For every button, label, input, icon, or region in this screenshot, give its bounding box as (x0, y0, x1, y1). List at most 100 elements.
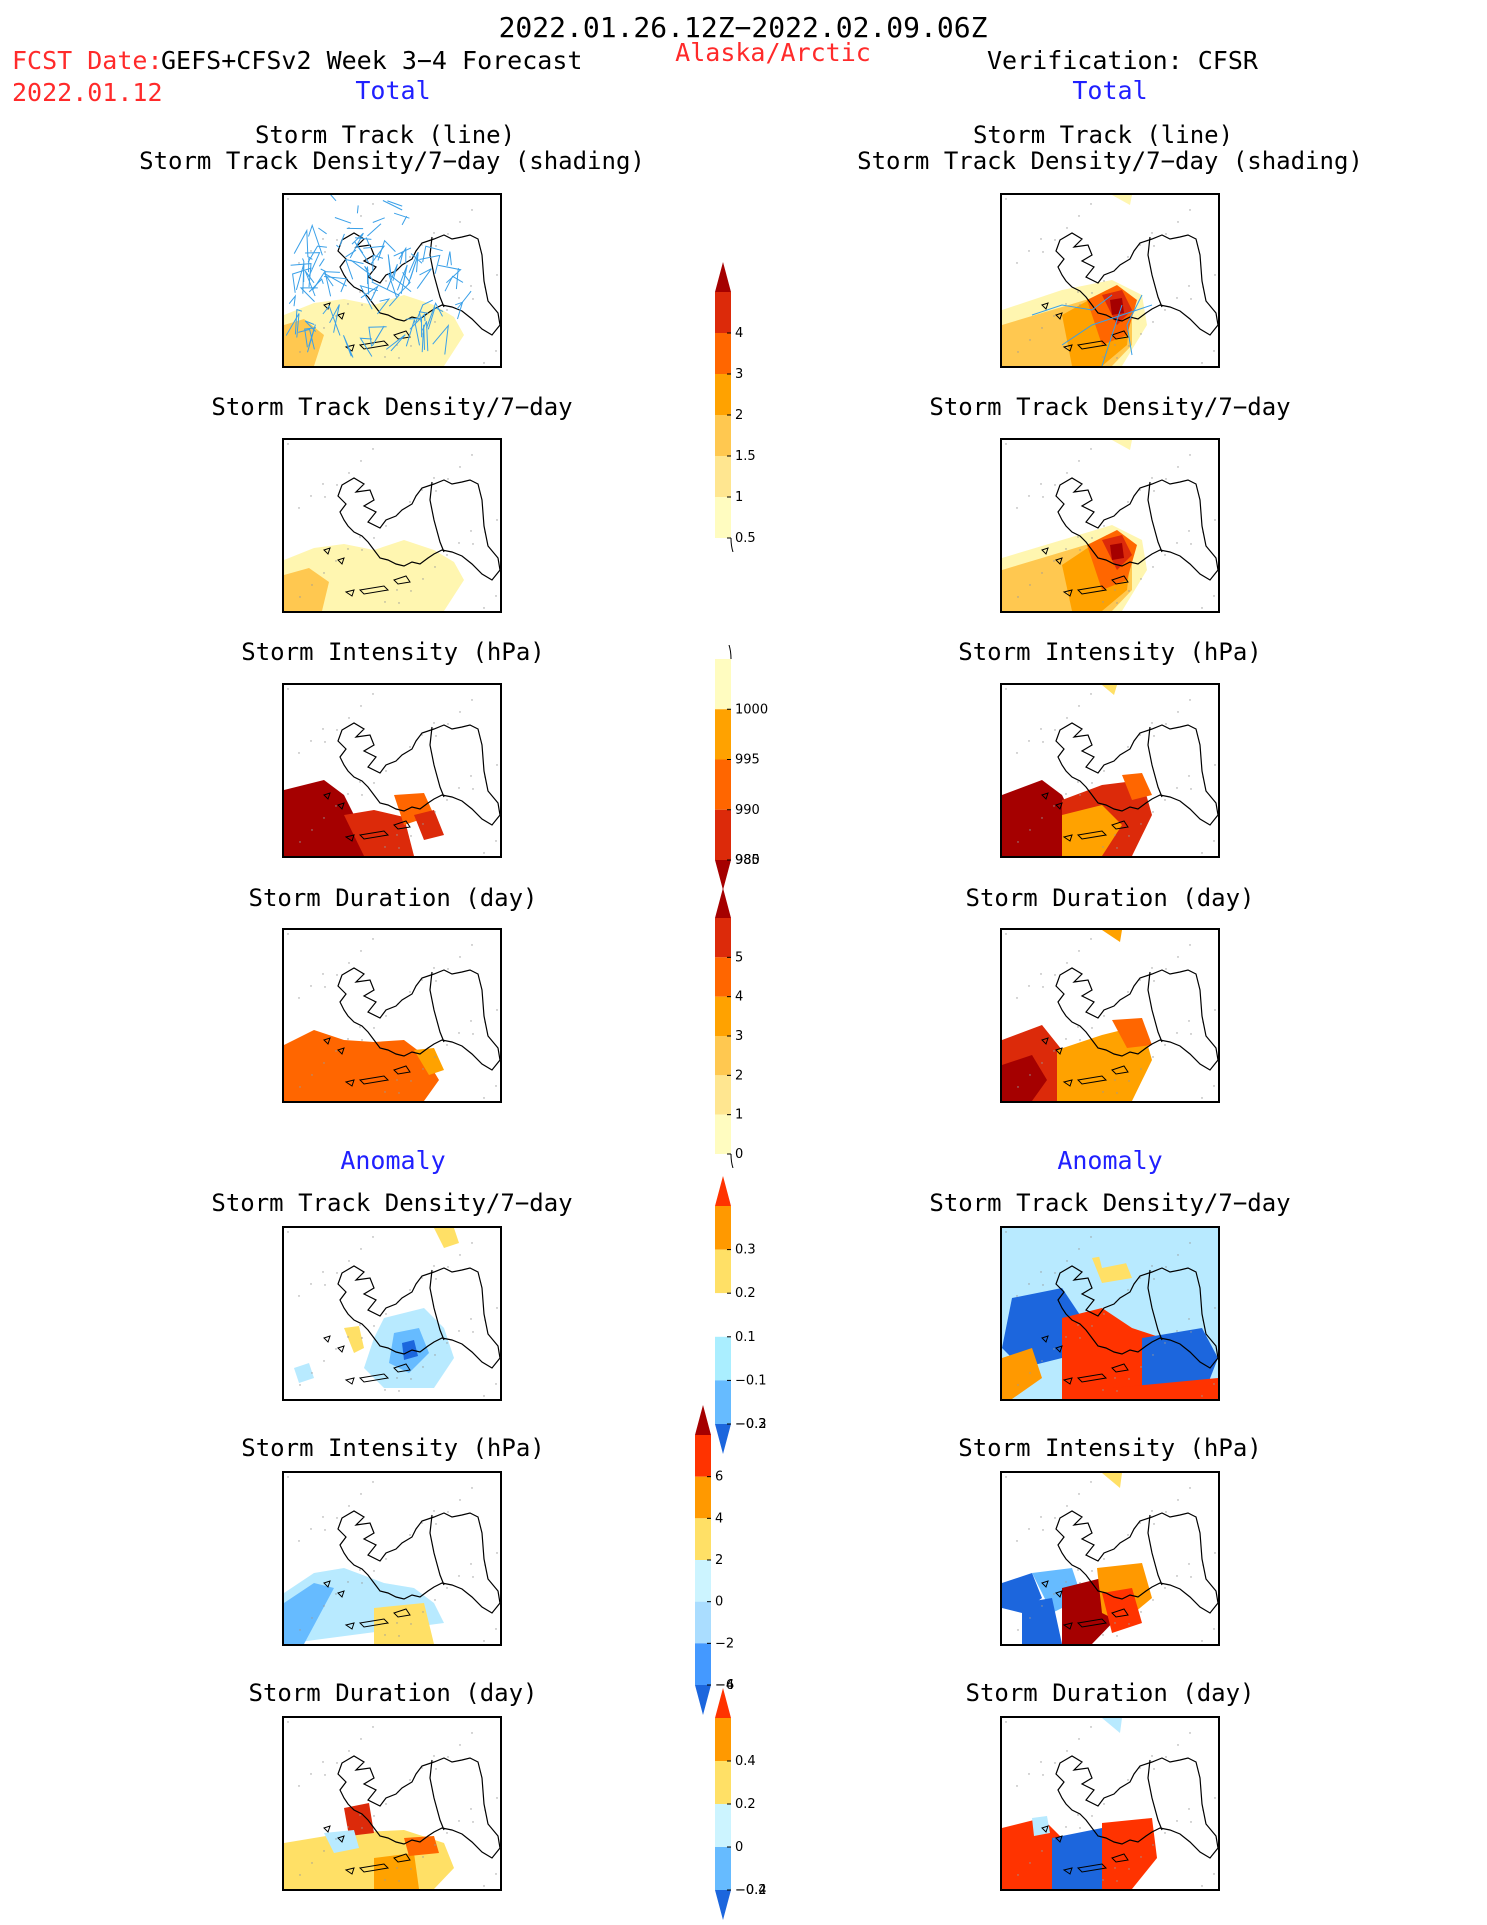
colorbar-box (695, 1435, 711, 1477)
right-panel1-title2: Storm Track Density/7−day (shading) (857, 147, 1363, 175)
colorbar-tick-label: 1000 (735, 702, 768, 717)
colorbar-tick-label: 995 (735, 753, 760, 768)
colorbar-tick-label: 1 (735, 490, 743, 505)
period-title: 2022.01.26.12Z−2022.02.09.06Z (498, 11, 988, 44)
colorbar-tick-label: 6 (715, 1470, 723, 1485)
colorbar-box (715, 1380, 731, 1424)
colorbar-arrow-top (695, 1405, 711, 1435)
map-right-storm-track (1000, 193, 1220, 368)
right-panel5-title: Storm Track Density/7−day (929, 1189, 1291, 1217)
colorbar-box (695, 1601, 711, 1644)
right-panel1-title1: Storm Track (line) (972, 121, 1234, 149)
map-right-intensity (1000, 683, 1220, 858)
colorbar-arrow-top (715, 1688, 731, 1718)
right-panel3-title: Storm Intensity (hPa) (958, 638, 1262, 666)
left-panel2-title: Storm Track Density/7−day (211, 393, 573, 421)
colorbar-arrow-bottom (695, 1685, 711, 1715)
colorbar-box (715, 1206, 731, 1250)
colorbar-tick-label: 0 (715, 1595, 723, 1610)
colorbar-arrow-top (715, 262, 731, 292)
colorbar-tick-label: −0.2 (735, 1883, 767, 1898)
colorbar-arrow-top (715, 888, 731, 918)
left-panel5-title: Storm Track Density/7−day (211, 1189, 573, 1217)
colorbar-tick-label: 0.1 (735, 1330, 756, 1345)
colorbar-duration-total: 5 4 3 2 1 0 (715, 888, 743, 1168)
colorbar-box (715, 497, 731, 538)
colorbar-tick-label: 0 (735, 1147, 743, 1162)
fcst-date-label: FCST Date: (12, 46, 163, 75)
colorbar-box (695, 1476, 711, 1519)
map-left-track-density (282, 438, 502, 613)
colorbar-intensity-anomaly: 6 4 2 0 −2 −4−6 (695, 1405, 734, 1715)
colorbar-tick-label: 2 (735, 408, 743, 423)
colorbar-tick-label: 1.5 (735, 449, 756, 464)
right-panel2-title: Storm Track Density/7−day (929, 393, 1291, 421)
colorbar-box (715, 759, 731, 810)
colorbar-arrow-bottom (715, 860, 731, 890)
fcst-date: 2022.01.12 (12, 78, 163, 107)
colorbar-box (695, 1518, 711, 1560)
colorbar-box (715, 996, 731, 1036)
left-total-label: Total (355, 76, 431, 105)
left-panel1-title1: Storm Track (line) (254, 121, 516, 149)
map-left-storm-track (282, 193, 502, 368)
colorbar-box (715, 659, 731, 710)
colorbar-tick-label: 0.2 (735, 1797, 756, 1812)
colorbar-tick-label: 990 (735, 803, 760, 818)
colorbar-box (715, 333, 731, 374)
right-panel4-title: Storm Duration (day) (965, 884, 1255, 912)
fcst-model: GEFS+CFSv2 Week 3−4 Forecast (161, 46, 583, 75)
colorbar-box (715, 957, 731, 997)
colorbar-box (715, 1804, 731, 1847)
colorbar-box (715, 1718, 731, 1761)
colorbar-box (715, 1293, 731, 1337)
colorbar-density-anomaly: 0.3 0.2 0.1 −0.1 −0.2−0.3 (715, 1176, 767, 1454)
colorbar-tick-label: −4 (715, 1678, 734, 1693)
verification-label: Verification: CFSR (987, 46, 1258, 75)
left-anomaly-label: Anomaly (340, 1146, 446, 1175)
colorbar-box (695, 1560, 711, 1602)
colorbar-tick-label: 0.4 (735, 1754, 756, 1769)
colorbar-tick-label: 0.5 (735, 531, 756, 546)
map-left-density-anomaly (282, 1226, 502, 1401)
colorbar-box (715, 1114, 731, 1154)
colorbar-tick-label: 985 (735, 853, 760, 868)
colorbar-tick-label: 4 (735, 326, 743, 341)
colorbar-box (715, 1249, 731, 1294)
colorbar-box (715, 809, 731, 860)
colorbar-tick-label: −0.2 (735, 1417, 767, 1432)
left-panel1-title2: Storm Track Density/7−day (shading) (139, 147, 645, 175)
colorbar-tick-label: −2 (715, 1636, 734, 1651)
colorbar-density-total: 4 3 2 1.5 1 0.5 (715, 262, 756, 552)
colorbar-box (715, 709, 731, 760)
map-left-duration-anomaly (282, 1716, 502, 1891)
colorbar-box (715, 1847, 731, 1890)
colorbar-box (715, 292, 731, 333)
right-panel6-title: Storm Intensity (hPa) (958, 1434, 1262, 1462)
map-left-duration (282, 928, 502, 1103)
colorbar-box (715, 374, 731, 415)
colorbar-box (715, 1036, 731, 1076)
colorbar-box (715, 1075, 731, 1115)
colorbar-box (715, 1761, 731, 1804)
colorbar-box (715, 415, 731, 456)
map-right-duration-anomaly (1000, 1716, 1220, 1891)
map-right-density-anomaly (1000, 1226, 1220, 1401)
colorbar-tick-label: 0 (735, 1840, 743, 1855)
region-title: Alaska/Arctic (675, 38, 871, 67)
map-left-intensity-anomaly (282, 1471, 502, 1646)
colorbar-tick-label: −6 (715, 1678, 734, 1693)
colorbar-tick-label: 3 (735, 1029, 743, 1044)
map-right-duration (1000, 928, 1220, 1103)
colorbar-duration-anomaly: 0.4 0.2 0 −0.2−0.4 (715, 1688, 767, 1920)
colorbar-tick-label: 4 (735, 990, 743, 1005)
colorbar-tick-label: 4 (715, 1511, 723, 1526)
left-panel6-title: Storm Intensity (hPa) (241, 1434, 545, 1462)
right-anomaly-label: Anomaly (1057, 1146, 1163, 1175)
map-right-intensity-anomaly (1000, 1471, 1220, 1646)
colorbar-arrow-top (715, 1176, 731, 1206)
colorbar-tick-label: −0.3 (735, 1417, 767, 1432)
colorbar-tick-label: 1 (735, 1108, 743, 1123)
colorbar-box (695, 1643, 711, 1685)
